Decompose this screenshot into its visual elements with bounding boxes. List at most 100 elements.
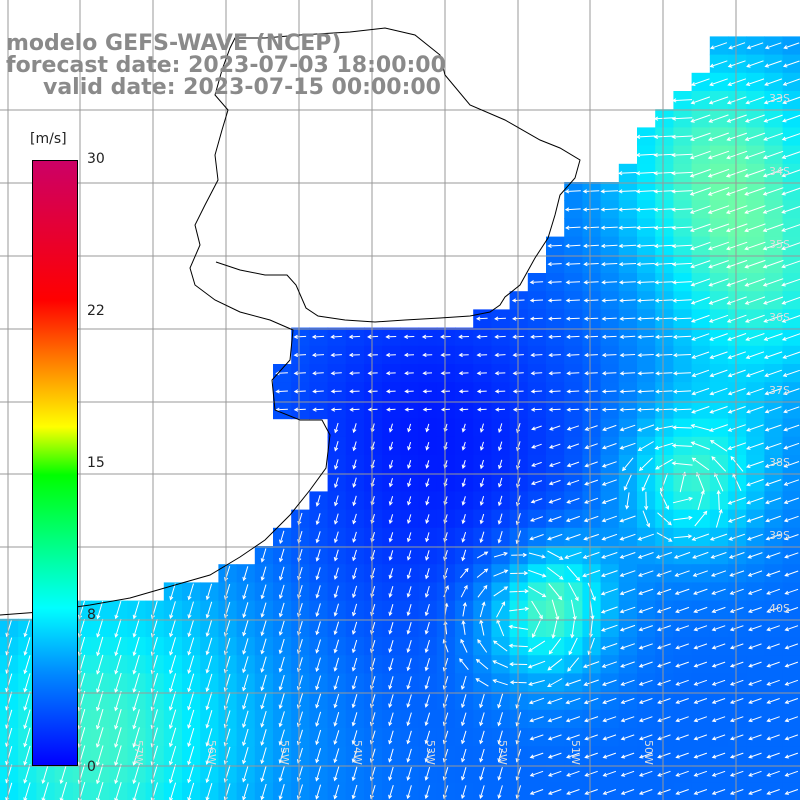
wind-arrowhead	[764, 409, 770, 414]
wind-arrowhead	[461, 739, 466, 745]
wind-arrow	[407, 785, 412, 799]
wind-arrow	[425, 621, 430, 634]
wind-arrowhead	[501, 601, 506, 606]
wind-arrow	[765, 424, 782, 431]
wind-arrowhead	[187, 796, 192, 800]
wind-arrow	[602, 424, 617, 431]
wind-arrowhead	[407, 464, 412, 470]
wind-arrowhead	[260, 613, 265, 618]
wind-arrowhead	[205, 742, 210, 747]
wind-arrowhead	[600, 609, 606, 614]
wind-arrow	[462, 460, 466, 469]
wind-arrowhead	[404, 407, 409, 412]
wind-arrowhead	[618, 262, 624, 267]
wind-arrow	[767, 734, 780, 740]
wind-arrowhead	[538, 614, 543, 620]
wind-arrowhead	[169, 651, 174, 656]
wind-arrowhead	[315, 502, 320, 507]
wind-arrowhead	[114, 743, 119, 748]
wind-arrow	[711, 552, 727, 559]
wind-arrow	[509, 645, 528, 648]
wind-arrowhead	[693, 718, 698, 723]
wind-arrowhead	[784, 754, 789, 759]
wind-arrowhead	[548, 371, 553, 376]
wind-arrow	[407, 604, 412, 616]
wind-arrowhead	[524, 589, 529, 594]
wind-arrow	[621, 679, 635, 686]
wind-arrowhead	[494, 334, 499, 339]
wind-arrow	[620, 533, 636, 540]
wind-arrow	[765, 460, 782, 468]
wind-arrow	[672, 99, 693, 102]
wind-arrowhead	[671, 225, 676, 230]
wind-arrow	[654, 117, 674, 120]
wind-arrowhead	[293, 389, 299, 394]
wind-arrow	[407, 586, 412, 597]
wind-arrowhead	[638, 754, 644, 759]
wind-arrowhead	[601, 262, 606, 267]
wind-arrowhead	[667, 521, 672, 526]
wind-arrowhead	[728, 554, 734, 559]
model-title: modelo GEFS-WAVE (NCEP)	[6, 31, 342, 56]
wind-arrow	[389, 514, 394, 524]
wind-arrow	[673, 390, 692, 393]
wind-arrow	[115, 654, 122, 674]
wind-arrow	[763, 187, 784, 195]
wind-arrowhead	[748, 718, 753, 723]
wind-arrow	[672, 208, 693, 211]
wind-arrow	[188, 619, 195, 637]
wind-arrowhead	[623, 486, 628, 491]
wind-arrow	[709, 114, 729, 123]
wind-arrowhead	[565, 736, 571, 741]
wind-speed-cell	[782, 782, 800, 800]
wind-arrowhead	[529, 536, 534, 541]
wind-arrow	[426, 478, 430, 487]
wind-arrow	[567, 479, 580, 485]
wind-arrowhead	[442, 758, 447, 763]
wind-arrow	[728, 78, 747, 86]
wind-arrowhead	[693, 790, 698, 795]
wind-arrowhead	[223, 705, 228, 711]
wind-arrowhead	[711, 645, 717, 650]
wind-arrowhead	[744, 118, 750, 123]
wind-arrowhead	[132, 797, 137, 800]
wind-arrowhead	[620, 718, 626, 723]
wind-arrow	[654, 190, 675, 193]
wind-arrow	[206, 764, 213, 783]
wind-arrowhead	[725, 173, 731, 178]
wind-arrow	[565, 679, 581, 686]
wind-arrowhead	[370, 703, 375, 709]
wind-arrowhead	[548, 407, 554, 412]
wind-arrow	[389, 496, 394, 505]
wind-arrow	[602, 461, 617, 467]
colorbar-tick-15: 15	[87, 455, 105, 471]
wind-arrowhead	[691, 373, 696, 378]
wind-arrow	[679, 472, 686, 493]
wind-arrow	[389, 423, 393, 432]
wind-arrowhead	[512, 389, 518, 394]
wind-vectors	[5, 42, 800, 800]
wind-arrowhead	[601, 500, 607, 504]
wind-arrow	[785, 789, 799, 795]
wind-arrowhead	[725, 191, 731, 196]
wind-arrow	[96, 727, 104, 748]
wind-arrowhead	[476, 334, 481, 339]
wind-arrow	[461, 730, 467, 744]
coastline	[0, 27, 581, 616]
wind-arrow	[638, 354, 654, 356]
wind-arrow	[187, 691, 195, 710]
wind-arrowhead	[407, 446, 412, 451]
wind-arrowhead	[370, 666, 375, 672]
wind-arrow	[316, 585, 321, 598]
wind-arrowhead	[637, 407, 642, 412]
wind-arrowhead	[763, 336, 769, 341]
wind-arrowhead	[601, 316, 607, 321]
wind-arrow	[425, 676, 430, 689]
wind-arrow	[294, 372, 306, 374]
wind-arrowhead	[636, 225, 641, 230]
wind-arrowhead	[511, 298, 517, 303]
wind-arrowhead	[440, 389, 446, 394]
wind-arrow	[530, 716, 544, 722]
wind-arrow	[313, 372, 324, 374]
wind-arrowhead	[619, 536, 624, 541]
